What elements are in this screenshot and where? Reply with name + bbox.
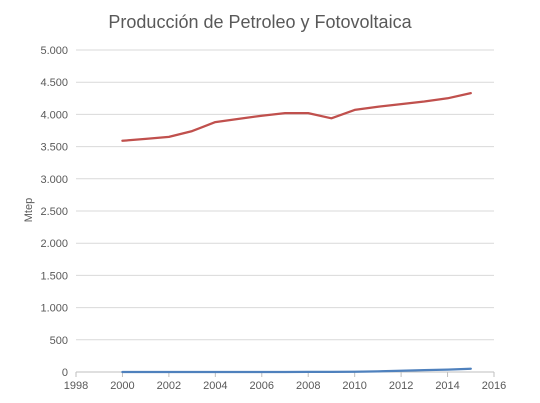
x-tick-label: 2002 [157,380,181,392]
y-tick-label: 4.000 [40,109,68,121]
series-line-2 [121,367,472,374]
x-tick-labels: 1998 2000 2002 2004 2006 2008 2010 2012 2014 2016 [64,380,506,392]
x-tick-label: 2000 [110,380,134,392]
y-tick-labels: 0 500 1.000 1.500 2.000 2.500 3.000 3.500 4.000 4… [40,45,68,379]
series-lines [121,91,472,374]
y-axis-label: Mtep [23,198,35,222]
y-tick-label: 2.500 [40,206,68,218]
y-tick-label: 1.500 [40,270,68,282]
y-tick-label: 500 [50,335,68,347]
x-tick-label: 2016 [482,380,506,392]
y-tick-label: 1.000 [40,303,68,315]
x-tick-label: 2006 [250,380,274,392]
x-tick-label: 2010 [342,380,366,392]
y-tick-label: 3.500 [40,142,68,154]
y-tick-label: 5.000 [40,45,68,57]
chart-title: Producción de Petroleo y Fotovoltaica [108,12,412,32]
x-tick-label: 2008 [296,380,320,392]
y-tick-label: 0 [62,367,68,379]
x-tick-label: 2004 [203,380,227,392]
x-tick-label: 2014 [435,380,459,392]
y-tick-label: 3.000 [40,174,68,186]
y-tick-label: 2.000 [40,238,68,250]
x-tick-label: 1998 [64,380,88,392]
y-tick-label: 4.500 [40,77,68,89]
gridlines [76,49,494,341]
x-tick-label: 2012 [389,380,413,392]
series-line-1 [121,91,472,142]
